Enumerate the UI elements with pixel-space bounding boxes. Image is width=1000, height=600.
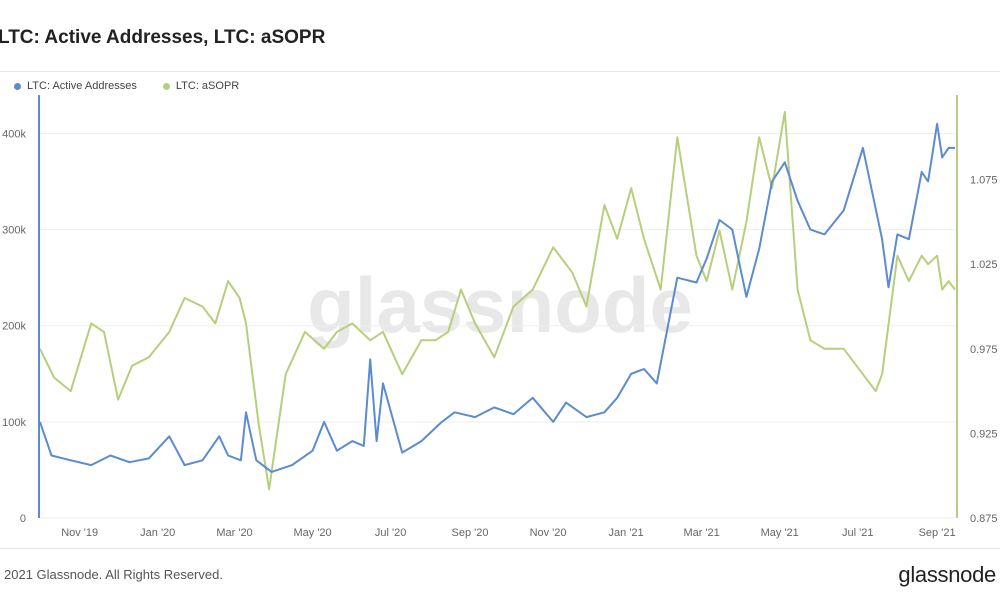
x-tick-label: Mar '20 [216,527,252,539]
y-left-axis-ticks: 0 100k 200k 300k 400k [2,128,26,525]
x-tick-label: Jul '20 [375,527,406,539]
legend-item-asopr[interactable]: LTC: aSOPR [162,80,240,92]
x-axis-ticks: Nov '19 Jan '20 Mar '20 May '20 Jul '20 Sep '… [61,527,955,539]
y-right-tick-label: 1.075 [970,175,998,187]
x-tick-label: Mar '21 [683,527,719,539]
y-right-tick-label: 1.025 [970,259,998,271]
grid-lines [40,132,955,519]
x-tick-label: Jan '21 [609,527,644,539]
y-right-tick-label: 0.925 [970,428,998,440]
y-left-tick-label: 0 [20,513,26,525]
y-right-tick-label: 0.875 [970,513,998,525]
legend-dot-icon [14,82,21,90]
legend-dot-icon [162,82,170,90]
legend-label-asopr: LTC: aSOPR [175,80,240,92]
y-right-tick-label: 0.975 [970,344,998,356]
x-tick-label: Jan '20 [140,527,175,539]
legend-label-active-addresses: LTC: Active Addresses [27,80,137,92]
chart-legend: LTC: Active Addresses LTC: aSOPR [14,80,239,92]
y-left-tick-label: 400k [2,128,26,140]
y-left-tick-label: 100k [2,417,26,429]
glassnode-logo: glassnode [898,562,996,587]
series-lines [39,110,956,491]
y-right-axis-ticks: 0.875 0.925 0.975 1.025 1.075 [970,175,998,525]
chart-title: LTC: Active Addresses, LTC: aSOPR [0,27,326,48]
title-divider [0,71,1000,72]
legend-item-active-addresses[interactable]: LTC: Active Addresses [14,80,137,92]
x-tick-label: May '21 [761,527,799,539]
x-tick-label: Nov '19 [61,527,98,539]
series-line-asopr [39,110,956,491]
copyright-text: 2021 Glassnode. All Rights Reserved. [4,567,223,582]
x-tick-label: Sep '20 [452,527,489,539]
footer-divider [0,548,1000,549]
watermark-text: glassnode [307,261,693,349]
x-tick-label: Jul '21 [842,527,873,539]
x-tick-label: May '20 [293,527,331,539]
y-left-tick-label: 200k [2,321,26,333]
x-tick-label: Sep '21 [919,527,956,539]
series-line-active-addresses [39,122,955,473]
x-tick-label: Nov '20 [530,527,567,539]
y-left-tick-label: 300k [2,225,26,237]
